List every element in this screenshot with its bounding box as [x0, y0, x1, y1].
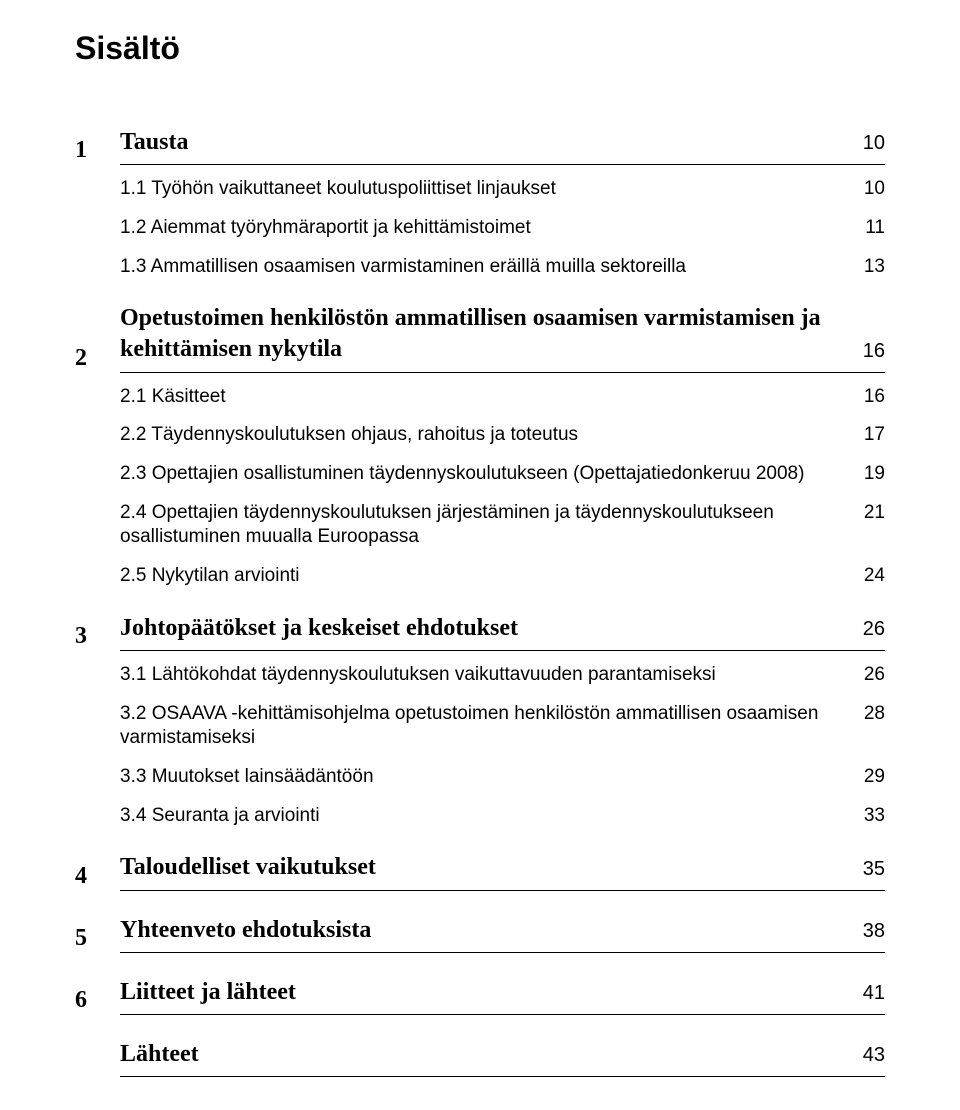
chapter-label: Johtopäätökset ja keskeiset ehdotukset	[120, 613, 845, 651]
section-row: 3.1 Lähtökohdat täydennyskoulutuksen vai…	[120, 663, 885, 688]
page-title: Sisältö	[75, 30, 885, 67]
chapter-number: 1	[75, 135, 120, 165]
chapter-page: 38	[845, 918, 885, 953]
section-page: 17	[845, 423, 885, 448]
section-label: 1.2 Aiemmat työryhmäraportit ja kehittäm…	[120, 216, 845, 241]
section-page: 28	[845, 702, 885, 727]
chapter-row: 4 Taloudelliset vaikutukset 35	[75, 852, 885, 890]
section-row: 3.4 Seuranta ja arviointi 33	[120, 804, 885, 829]
chapter-page: 26	[845, 616, 885, 651]
section-label: 3.3 Muutokset lainsäädäntöön	[120, 765, 845, 790]
section-page: 24	[845, 564, 885, 589]
chapter-block: 4 Taloudelliset vaikutukset 35	[75, 852, 885, 890]
chapter-number: 5	[75, 923, 120, 953]
chapter-row: 1 Tausta 10	[75, 127, 885, 165]
section-page: 21	[845, 501, 885, 526]
chapter-number: 2	[75, 343, 120, 373]
chapter-page: 35	[845, 856, 885, 891]
chapter-block: 6 Liitteet ja lähteet 41	[75, 977, 885, 1015]
chapter-block: 1 Tausta 10 1.1 Työhön vaikuttaneet koul…	[75, 127, 885, 279]
section-page: 16	[845, 385, 885, 410]
section-row: 3.2 OSAAVA -kehittämisohjelma opetustoim…	[120, 702, 885, 751]
section-page: 11	[845, 216, 885, 241]
chapter-label: Liitteet ja lähteet	[120, 977, 845, 1015]
section-row: 2.2 Täydennyskoulutuksen ohjaus, rahoitu…	[120, 423, 885, 448]
chapter-number: 3	[75, 621, 120, 651]
section-row: 1.1 Työhön vaikuttaneet koulutuspoliitti…	[120, 177, 885, 202]
chapter-label: Tausta	[120, 127, 845, 165]
chapter-row: Lähteet 43	[75, 1039, 885, 1077]
section-row: 1.2 Aiemmat työryhmäraportit ja kehittäm…	[120, 216, 885, 241]
chapter-label: Opetustoimen henkilöstön ammatillisen os…	[120, 303, 845, 372]
chapter-block: 3 Johtopäätökset ja keskeiset ehdotukset…	[75, 613, 885, 829]
section-label: 3.2 OSAAVA -kehittämisohjelma opetustoim…	[120, 702, 845, 751]
section-label: 2.3 Opettajien osallistuminen täydennysk…	[120, 462, 845, 487]
section-row: 2.4 Opettajien täydennyskoulutuksen järj…	[120, 501, 885, 550]
chapter-page: 10	[845, 130, 885, 165]
section-label: 3.1 Lähtökohdat täydennyskoulutuksen vai…	[120, 663, 845, 688]
chapter-number: 6	[75, 985, 120, 1015]
section-page: 10	[845, 177, 885, 202]
chapter-row: 3 Johtopäätökset ja keskeiset ehdotukset…	[75, 613, 885, 651]
section-label: 2.5 Nykytilan arviointi	[120, 564, 845, 589]
section-row: 2.5 Nykytilan arviointi 24	[120, 564, 885, 589]
chapter-page: 16	[845, 338, 885, 373]
chapter-block: Lähteet 43	[75, 1039, 885, 1077]
section-label: 2.1 Käsitteet	[120, 385, 845, 410]
section-label: 2.2 Täydennyskoulutuksen ohjaus, rahoitu…	[120, 423, 845, 448]
section-row: 1.3 Ammatillisen osaamisen varmistaminen…	[120, 255, 885, 280]
section-label: 3.4 Seuranta ja arviointi	[120, 804, 845, 829]
chapter-block: 5 Yhteenveto ehdotuksista 38	[75, 915, 885, 953]
chapter-page: 43	[845, 1042, 885, 1077]
chapter-block: 2 Opetustoimen henkilöstön ammatillisen …	[75, 303, 885, 589]
section-label: 2.4 Opettajien täydennyskoulutuksen järj…	[120, 501, 845, 550]
section-page: 13	[845, 255, 885, 280]
chapter-number: 4	[75, 861, 120, 891]
section-page: 33	[845, 804, 885, 829]
chapter-page: 41	[845, 980, 885, 1015]
chapter-row: 2 Opetustoimen henkilöstön ammatillisen …	[75, 303, 885, 372]
section-page: 19	[845, 462, 885, 487]
section-page: 26	[845, 663, 885, 688]
chapter-row: 5 Yhteenveto ehdotuksista 38	[75, 915, 885, 953]
chapter-label: Yhteenveto ehdotuksista	[120, 915, 845, 953]
chapter-row: 6 Liitteet ja lähteet 41	[75, 977, 885, 1015]
toc-page: Sisältö 1 Tausta 10 1.1 Työhön vaikuttan…	[0, 0, 960, 1110]
section-label: 1.3 Ammatillisen osaamisen varmistaminen…	[120, 255, 845, 280]
section-row: 2.1 Käsitteet 16	[120, 385, 885, 410]
section-row: 2.3 Opettajien osallistuminen täydennysk…	[120, 462, 885, 487]
chapter-label: Lähteet	[120, 1039, 845, 1077]
section-row: 3.3 Muutokset lainsäädäntöön 29	[120, 765, 885, 790]
chapter-label: Taloudelliset vaikutukset	[120, 852, 845, 890]
section-label: 1.1 Työhön vaikuttaneet koulutuspoliitti…	[120, 177, 845, 202]
section-page: 29	[845, 765, 885, 790]
